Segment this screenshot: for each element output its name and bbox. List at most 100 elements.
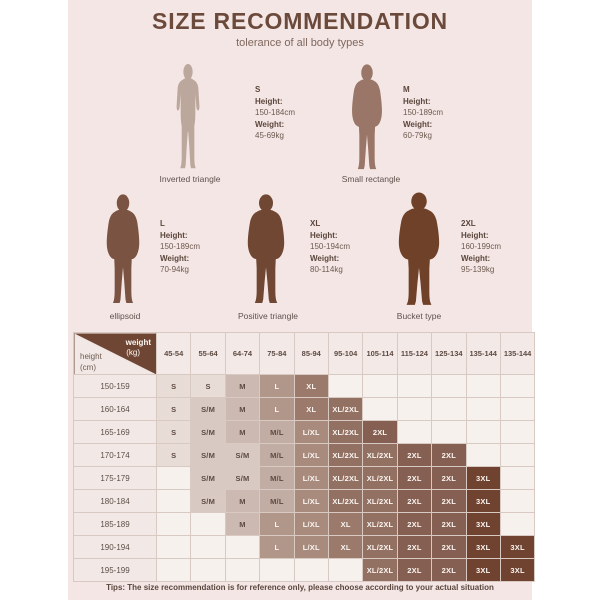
height-value: 150-194cm bbox=[310, 242, 351, 252]
size-cell: XL bbox=[293, 374, 329, 398]
size-cell: S bbox=[155, 420, 192, 444]
body-shape-caption: Inverted triangle bbox=[159, 174, 221, 184]
size-cell: 2XL bbox=[396, 443, 433, 467]
height-value: 150-189cm bbox=[403, 108, 444, 118]
size-cell: S/M bbox=[224, 466, 261, 490]
size-cell: M/L bbox=[259, 466, 295, 490]
empty-cell bbox=[431, 420, 467, 444]
empty-cell bbox=[190, 512, 226, 536]
empty-cell bbox=[155, 512, 192, 536]
weight-value: 45-69kg bbox=[255, 131, 284, 141]
size-cell: 2XL bbox=[431, 466, 467, 490]
size-cell: XL bbox=[327, 512, 364, 536]
size-cell: XL bbox=[293, 397, 329, 421]
empty-cell bbox=[396, 374, 433, 398]
size-cell: M/L bbox=[259, 443, 295, 467]
table-row: 150-159 S S M L XL bbox=[73, 374, 536, 398]
size-cell: XL/2XL bbox=[362, 489, 398, 513]
weight-col-header: 125-134 bbox=[431, 332, 467, 375]
size-cell: L/XL bbox=[293, 466, 329, 490]
size-cell: S/M bbox=[224, 443, 261, 467]
empty-cell bbox=[155, 558, 192, 582]
weight-col-header: 55-64 bbox=[190, 332, 226, 375]
size-cell: S/M bbox=[190, 397, 226, 421]
empty-cell bbox=[293, 558, 329, 582]
weight-col-header: 75-84 bbox=[259, 332, 295, 375]
size-cell: XL/2XL bbox=[362, 443, 398, 467]
size-table: weight (kg) height (cm) 45-54 55-64 64-74 75-84… bbox=[73, 332, 536, 582]
size-cell: 2XL bbox=[431, 489, 467, 513]
table-row: 165-169 S S/M M M/L L/XL XL/2XL 2XL bbox=[73, 420, 536, 444]
size-label: 2XL bbox=[461, 219, 476, 228]
empty-cell bbox=[431, 374, 467, 398]
size-info-2xl: 2XL Height: 160-199cm Weight: 95-139kg bbox=[461, 218, 501, 276]
tips-note: Tips: The size recommendation is for ref… bbox=[106, 583, 494, 592]
empty-cell bbox=[259, 558, 295, 582]
size-label: S bbox=[255, 85, 261, 94]
corner-ch2: (cm) bbox=[80, 363, 96, 372]
weight-col-header: 135-144 bbox=[465, 332, 501, 375]
silhouette-s bbox=[168, 64, 208, 172]
size-cell: XL/2XL bbox=[327, 489, 364, 513]
size-cell: XL/2XL bbox=[362, 466, 398, 490]
page-subtitle: tolerance of all body types bbox=[236, 37, 364, 49]
size-cell: XL/2XL bbox=[327, 443, 364, 467]
size-cell: L bbox=[259, 512, 295, 536]
size-cell: XL/2XL bbox=[362, 558, 398, 582]
empty-cell bbox=[499, 466, 536, 490]
size-cell: M/L bbox=[259, 489, 295, 513]
size-cell: 2XL bbox=[396, 558, 433, 582]
height-row-label: 170-174 bbox=[73, 443, 157, 467]
size-cell: S/M bbox=[190, 443, 226, 467]
empty-cell bbox=[465, 420, 501, 444]
size-cell: XL/2XL bbox=[327, 397, 364, 421]
weight-value: 60-79kg bbox=[403, 131, 432, 141]
person-heavy-icon bbox=[106, 194, 140, 303]
size-cell: L/XL bbox=[293, 535, 329, 559]
table-corner: weight (kg) height (cm) bbox=[73, 332, 157, 375]
empty-cell bbox=[431, 397, 467, 421]
size-cell: 3XL bbox=[465, 558, 501, 582]
size-cell: 2XL bbox=[396, 489, 433, 513]
empty-cell bbox=[396, 420, 433, 444]
height-row-label: 190-194 bbox=[73, 535, 157, 559]
height-value: 150-189cm bbox=[160, 242, 201, 252]
empty-cell bbox=[499, 443, 536, 467]
size-cell: L bbox=[259, 535, 295, 559]
size-cell: S bbox=[155, 397, 192, 421]
size-cell: 3XL bbox=[465, 535, 501, 559]
weight-label: Weight: bbox=[403, 119, 433, 129]
size-cell: 3XL bbox=[465, 512, 501, 536]
body-shape-caption: Positive triangle bbox=[237, 311, 298, 321]
body-shape-caption: Small rectangle bbox=[341, 174, 401, 184]
weight-col-header: 85-94 bbox=[293, 332, 329, 375]
weight-label: Weight: bbox=[160, 253, 190, 263]
person-heavy-icon bbox=[352, 64, 382, 170]
table-row: 175-179 S/M S/M M/L L/XL XL/2XL XL/2XL 2XL 2XL 3X… bbox=[73, 466, 536, 490]
size-cell: M/L bbox=[259, 420, 295, 444]
size-cell: 2XL bbox=[431, 443, 467, 467]
empty-cell bbox=[224, 558, 261, 582]
size-cell: S bbox=[155, 443, 192, 467]
size-info-xl: XL Height: 150-194cm Weight: 80-114kg bbox=[310, 218, 350, 276]
empty-cell bbox=[190, 535, 226, 559]
height-value: 150-184cm bbox=[255, 108, 296, 118]
empty-cell bbox=[327, 374, 364, 398]
empty-cell bbox=[155, 535, 192, 559]
size-cell: 2XL bbox=[396, 466, 433, 490]
silhouette-l bbox=[98, 194, 148, 306]
size-cell: S/M bbox=[190, 466, 226, 490]
size-cell: M bbox=[224, 374, 261, 398]
weight-col-header: 45-54 bbox=[155, 332, 192, 375]
height-label: Height: bbox=[160, 230, 188, 240]
weight-label: Weight: bbox=[461, 253, 491, 263]
size-cell: M bbox=[224, 420, 261, 444]
size-label: L bbox=[160, 219, 165, 228]
empty-cell bbox=[499, 512, 536, 536]
person-heavy-icon bbox=[247, 194, 285, 303]
table-row: 190-194 L L/XL XL XL/2XL 2XL 2XL 3XL 3XL bbox=[73, 535, 536, 559]
empty-cell bbox=[190, 558, 226, 582]
weight-value: 80-114kg bbox=[310, 265, 343, 275]
weight-col-header: 115-124 bbox=[396, 332, 433, 375]
